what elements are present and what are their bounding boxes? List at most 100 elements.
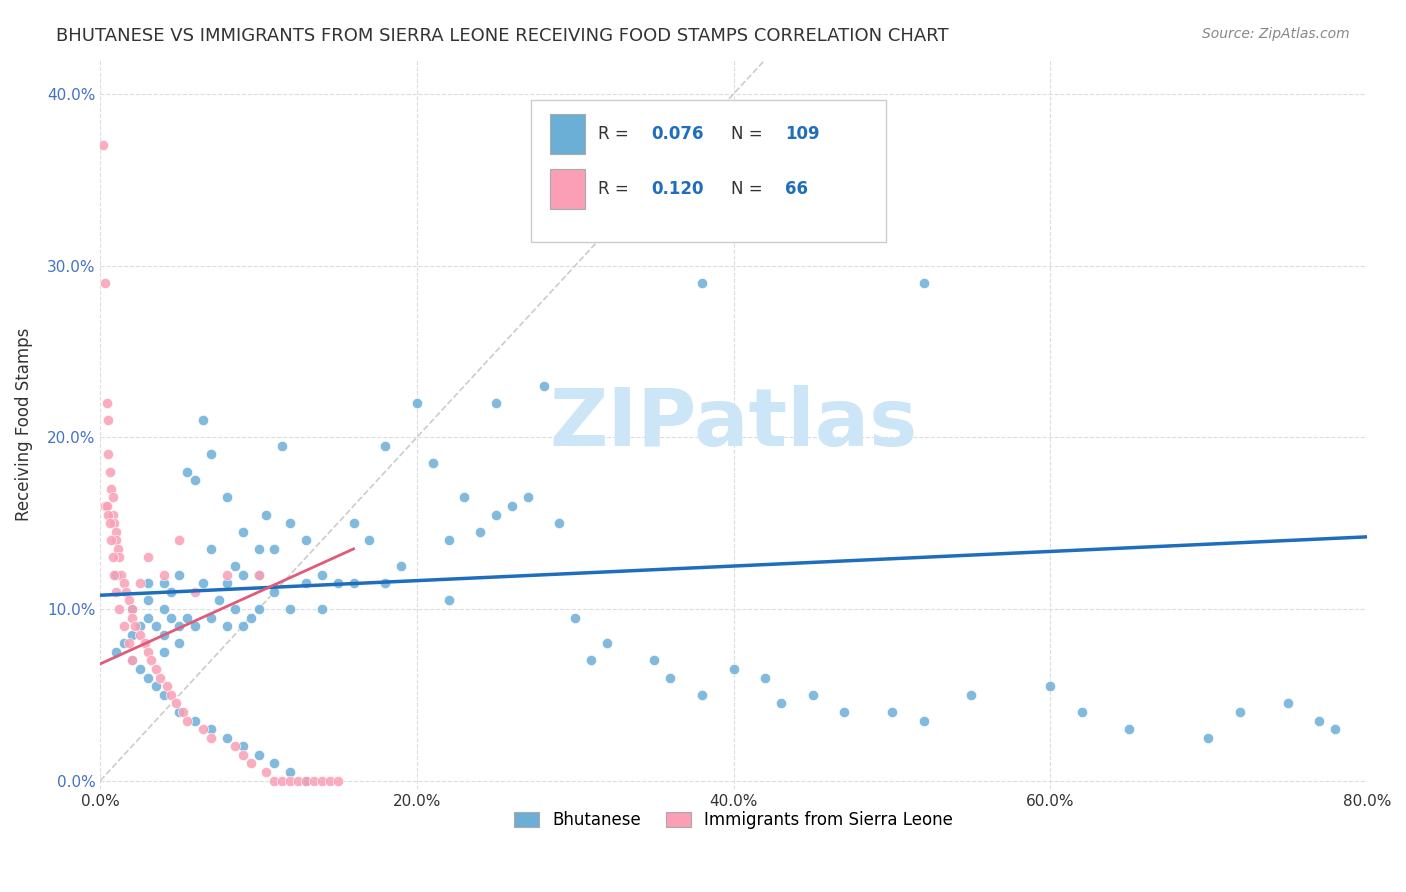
Point <box>160 584 183 599</box>
Point <box>1198 731 1220 745</box>
Point <box>101 550 124 565</box>
Point <box>191 722 214 736</box>
Point <box>136 671 159 685</box>
FancyBboxPatch shape <box>550 114 585 154</box>
Point <box>121 602 143 616</box>
Point <box>101 508 124 522</box>
Point <box>215 567 238 582</box>
FancyBboxPatch shape <box>550 169 585 209</box>
Point <box>191 413 214 427</box>
Point <box>110 567 132 582</box>
Point <box>326 576 349 591</box>
Point <box>295 576 318 591</box>
Point <box>437 533 460 548</box>
Point <box>121 610 143 624</box>
Point <box>374 439 396 453</box>
Point <box>224 602 246 616</box>
Point <box>114 584 136 599</box>
Point <box>232 619 254 633</box>
Point <box>200 610 222 624</box>
Point <box>247 541 270 556</box>
Point <box>112 619 135 633</box>
Point <box>278 765 301 780</box>
Point <box>1277 697 1299 711</box>
Point <box>311 567 333 582</box>
Point <box>152 602 174 616</box>
Point <box>169 533 191 548</box>
Point <box>152 688 174 702</box>
Point <box>912 276 935 290</box>
Text: 109: 109 <box>786 125 820 143</box>
Point <box>295 773 318 788</box>
Point <box>271 773 294 788</box>
Point <box>256 765 278 780</box>
Point <box>754 224 776 238</box>
Point <box>232 524 254 539</box>
Point <box>165 697 187 711</box>
Point <box>118 593 141 607</box>
Point <box>256 508 278 522</box>
Point <box>136 593 159 607</box>
Point <box>342 576 364 591</box>
Point <box>302 773 325 788</box>
Point <box>169 636 191 650</box>
Text: N =: N = <box>731 180 768 199</box>
Point <box>103 516 125 530</box>
Point <box>247 602 270 616</box>
Point <box>93 138 115 153</box>
Point <box>232 747 254 762</box>
Point <box>96 499 118 513</box>
Point <box>145 679 167 693</box>
Point <box>406 396 429 410</box>
Point <box>94 499 117 513</box>
Point <box>247 567 270 582</box>
Point <box>912 714 935 728</box>
Point <box>152 576 174 591</box>
Point <box>1308 714 1330 728</box>
Point <box>184 473 207 487</box>
Point <box>145 662 167 676</box>
Point <box>128 576 150 591</box>
Point <box>94 276 117 290</box>
Point <box>485 396 508 410</box>
Point <box>128 619 150 633</box>
Point <box>97 447 120 461</box>
Point <box>176 610 198 624</box>
Point <box>97 413 120 427</box>
Point <box>184 714 207 728</box>
Point <box>108 550 131 565</box>
Point <box>169 705 191 719</box>
Point <box>287 773 309 788</box>
Point <box>160 610 183 624</box>
Point <box>136 610 159 624</box>
Point <box>105 567 128 582</box>
Point <box>232 739 254 754</box>
Point <box>184 584 207 599</box>
Point <box>200 731 222 745</box>
Point <box>149 671 172 685</box>
Point <box>548 516 571 530</box>
Point <box>263 773 285 788</box>
Point <box>263 541 285 556</box>
Text: 0.076: 0.076 <box>651 125 704 143</box>
Point <box>437 593 460 607</box>
Point <box>215 576 238 591</box>
Point <box>1118 722 1140 736</box>
Point <box>136 550 159 565</box>
Point <box>100 533 122 548</box>
Point <box>121 628 143 642</box>
Point <box>121 653 143 667</box>
Point <box>96 396 118 410</box>
Point <box>278 602 301 616</box>
Point <box>176 465 198 479</box>
Point <box>215 491 238 505</box>
Point <box>278 773 301 788</box>
Point <box>374 576 396 591</box>
Point <box>422 456 444 470</box>
Point <box>263 584 285 599</box>
Point <box>960 688 983 702</box>
Point <box>100 482 122 496</box>
Point <box>239 756 262 771</box>
Point <box>108 602 131 616</box>
Point <box>564 610 586 624</box>
